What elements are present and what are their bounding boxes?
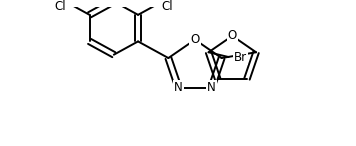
Text: Br: Br bbox=[234, 51, 247, 64]
Text: Cl: Cl bbox=[55, 0, 66, 13]
Text: O: O bbox=[228, 29, 237, 42]
Text: Cl: Cl bbox=[161, 0, 173, 13]
Text: O: O bbox=[190, 33, 200, 46]
Text: N: N bbox=[174, 81, 183, 94]
Text: N: N bbox=[207, 81, 216, 94]
